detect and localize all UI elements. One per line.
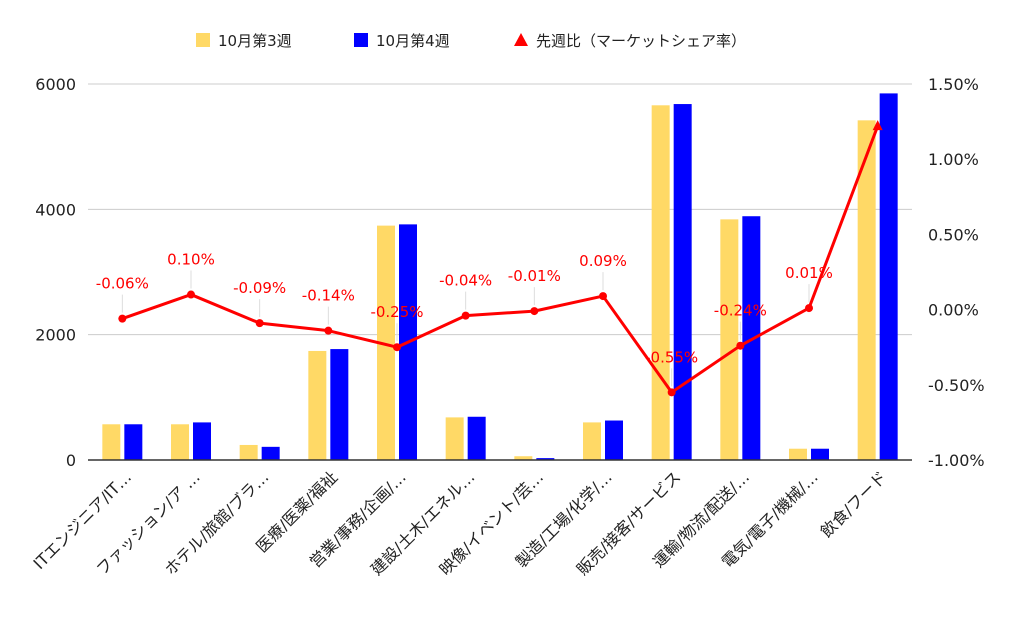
data-label: 0.10%: [167, 251, 215, 269]
y-right-tick-label: 1.00%: [928, 150, 979, 169]
legend: 10月第3週 10月第4週 先週比（マーケットシェア率）: [196, 32, 746, 50]
bar-week4: [261, 446, 280, 460]
share-point: [805, 304, 813, 313]
data-label: -0.55%: [645, 348, 698, 366]
bar-week3: [514, 456, 533, 460]
share-point: [461, 311, 470, 320]
share-point: [118, 314, 127, 323]
axes: 0 2000 4000 6000 -1.00% -0.50% 0.00% 0.50% 1.00%…: [30, 75, 985, 579]
share-point: [187, 290, 195, 299]
data-label: 0.01%: [785, 264, 833, 282]
bar-week4: [536, 458, 555, 460]
bars: [102, 93, 898, 461]
share-line: -0.06% 0.10% -0.09% -0.14% -0.25% -0.04% -0.01…: [96, 120, 883, 397]
bar-week3: [171, 424, 189, 460]
share-point: [324, 326, 333, 335]
y-left-tick-label: 0: [66, 451, 76, 470]
share-point: [393, 343, 401, 352]
legend-triangle-icon: [514, 33, 528, 46]
bar-week3: [857, 120, 876, 460]
bar-week4: [124, 424, 143, 460]
bar-week4: [467, 416, 486, 460]
legend-label: 先週比（マーケットシェア率）: [536, 32, 746, 50]
data-label: -0.06%: [96, 275, 149, 293]
share-point: [255, 319, 264, 328]
data-label: -0.25%: [370, 303, 423, 321]
y-right-tick-label: 0.00%: [928, 301, 979, 320]
bar-week4: [605, 420, 623, 460]
bar-week4: [879, 93, 898, 461]
y-right-tick-label: -1.00%: [928, 451, 985, 470]
share-point: [599, 292, 607, 301]
bar-week4: [193, 422, 211, 460]
y-left-tick-label: 4000: [35, 200, 76, 219]
data-label: -0.14%: [302, 287, 355, 305]
y-right-tick-label: 1.50%: [928, 75, 979, 94]
legend-swatch: [196, 33, 210, 47]
bar-week4: [673, 104, 692, 460]
bar-week3: [789, 448, 807, 460]
data-label: -0.09%: [233, 279, 286, 297]
bar-week3: [239, 444, 258, 460]
data-label: -0.24%: [714, 302, 767, 320]
data-label: -0.01%: [508, 267, 561, 285]
share-point: [872, 120, 883, 131]
share-point: [736, 341, 745, 350]
y-left-tick-label: 6000: [35, 75, 76, 94]
gridlines: [88, 83, 912, 336]
share-point: [530, 307, 539, 316]
bar-week3: [651, 105, 670, 460]
bar-week3: [308, 350, 327, 460]
bar-week3: [102, 424, 121, 460]
bar-week3: [377, 225, 395, 460]
bar-week3: [445, 417, 464, 460]
bar-week3: [583, 422, 601, 460]
bar-week3: [720, 219, 739, 460]
bar-week4: [811, 448, 829, 460]
share-point: [667, 388, 676, 397]
y-right-tick-label: -0.50%: [928, 376, 985, 395]
data-label: 0.09%: [579, 252, 627, 270]
data-label: -0.04%: [439, 272, 492, 290]
bar-week4: [330, 349, 349, 460]
legend-swatch: [354, 33, 368, 47]
share-line-path: [121, 125, 880, 394]
y-right-tick-label: 0.50%: [928, 225, 979, 244]
y-left-tick-label: 2000: [35, 326, 76, 345]
legend-label: 10月第3週: [218, 32, 292, 50]
x-category-label: 飲食/フード: [817, 467, 891, 541]
legend-label: 10月第4週: [376, 32, 450, 50]
